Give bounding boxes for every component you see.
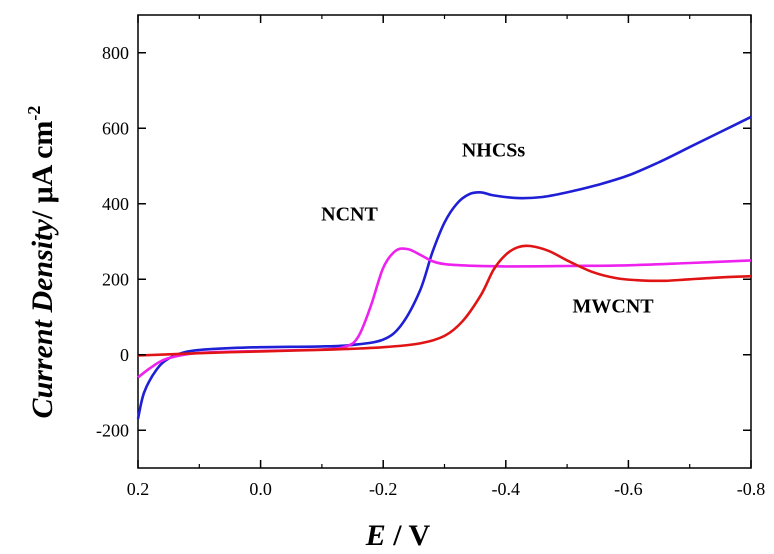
series-label-ncnt: NCNT [321,204,378,226]
axis-ticks [137,15,752,468]
series-line-nhcss [136,115,752,420]
x-tick-label: 0.2 [127,479,150,499]
y-tick-label: 200 [102,269,129,289]
x-tick-label: 0.0 [249,479,272,499]
x-tick-label: -0.6 [614,479,643,499]
series-lines [136,115,752,420]
series-line-mwcnt [137,244,752,357]
series-line-ncnt [137,247,752,379]
series-label-mwcnt: MWCNT [573,295,655,317]
y-tick-labels: -200 0 200 400 600 800 [96,43,129,441]
y-tick-label: -200 [96,420,129,440]
plot-area-border [137,14,752,469]
y-axis-title: Current Density/ μA cm-2 [24,106,59,419]
y-tick-label: 0 [120,345,129,365]
plot-frame [137,14,752,469]
series-label-nhcss: NHCSs [462,140,526,162]
x-tick-label: -0.4 [492,479,521,499]
x-tick-labels: 0.2 0.0 -0.2 -0.4 -0.6 -0.8 [127,479,766,499]
x-axis-title: E / V [365,519,431,552]
x-tick-label: -0.2 [369,479,398,499]
y-tick-label: 800 [102,43,129,63]
series-annotations: NHCSs NCNT MWCNT [321,140,654,318]
x-tick-label: -0.8 [737,479,766,499]
y-tick-label: 400 [102,194,129,214]
y-tick-label: 600 [102,118,129,138]
